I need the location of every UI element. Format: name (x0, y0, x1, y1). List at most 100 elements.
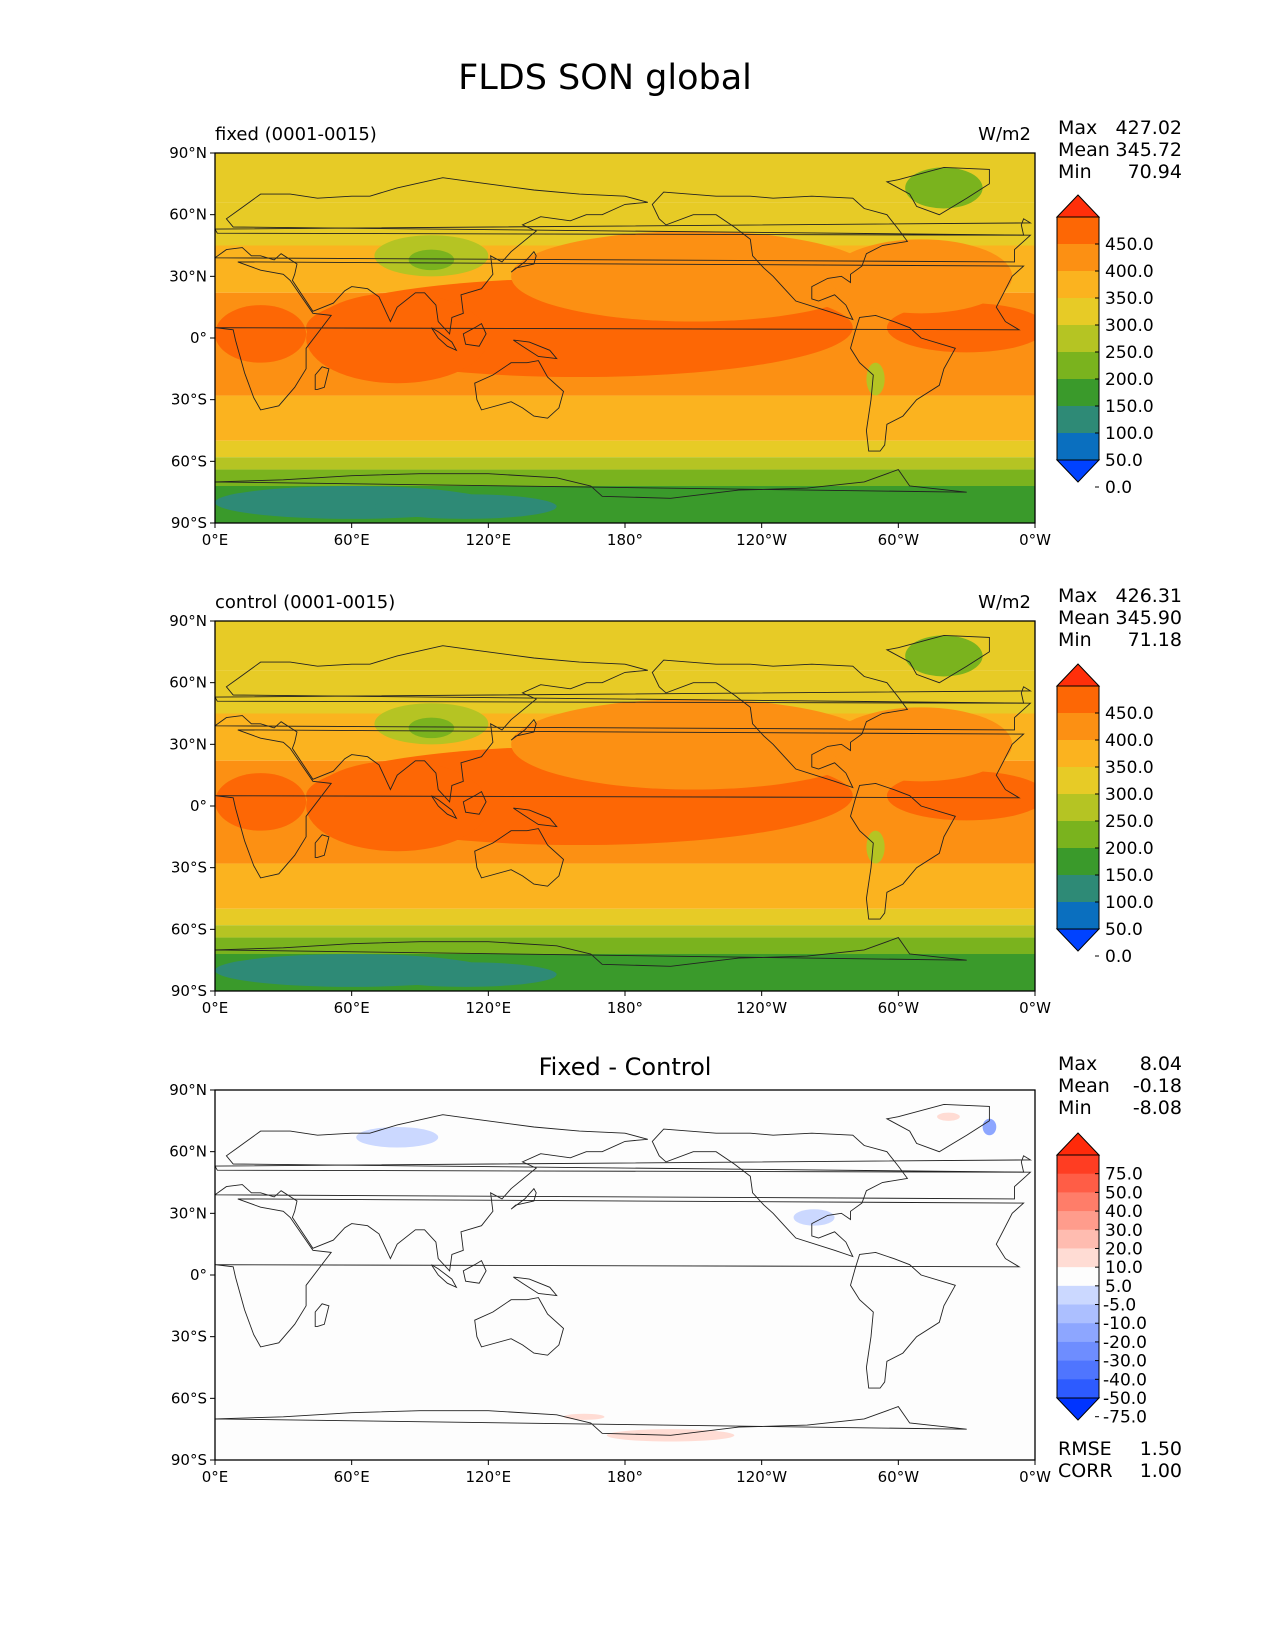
x-tick-label: 180° (607, 531, 643, 549)
coastline (431, 795, 458, 820)
coastline (474, 1297, 565, 1356)
figure-title: FLDS SON global (458, 58, 752, 98)
colorbar-label: -75.0 (1103, 1408, 1147, 1428)
colorbar-label: 250.0 (1105, 812, 1154, 832)
coastline (215, 645, 1032, 803)
stat-label-max: Max (1058, 1053, 1098, 1075)
x-tick-label: 0°W (1019, 1468, 1051, 1486)
x-tick-label: 180° (607, 1468, 643, 1486)
coastline (215, 261, 1025, 411)
colorbar-segment (1057, 821, 1099, 849)
y-tick-label: 0° (190, 1266, 207, 1284)
coastline (215, 218, 1032, 236)
colorbar-control: 450.0 400.0 350.0 300.0 250.0 200.0 150.0 100.0… (1055, 663, 1154, 967)
field-region (306, 292, 489, 384)
coastline (215, 729, 1025, 879)
colorbar-segment (1057, 1173, 1099, 1193)
colorbar-label: 150.0 (1105, 397, 1154, 417)
panel-control-min: 71.18 (1127, 629, 1182, 651)
coastline (215, 469, 967, 523)
colorbar-extend-max (1055, 663, 1101, 687)
colorbar-extend-max (1055, 194, 1101, 218)
colorbar-label: 200.0 (1105, 839, 1154, 859)
coastline (462, 790, 487, 815)
stat-label-max: Max (1058, 117, 1098, 139)
x-tick-label: 60°E (334, 999, 370, 1017)
coastline (215, 1406, 967, 1460)
field-region (830, 707, 1013, 782)
coastline (314, 1303, 330, 1327)
coastline (215, 1114, 1032, 1272)
x-tick-label: 60°W (878, 999, 920, 1017)
colorbar-segment (1057, 848, 1099, 876)
coastline (215, 1198, 1025, 1348)
coastline (215, 686, 1032, 704)
coastline (513, 807, 558, 828)
field-region (374, 962, 557, 987)
colorbar-segment (1057, 1379, 1099, 1399)
corr-label: CORR (1058, 1460, 1113, 1482)
panel-fixed-label: fixed (0001-0015) (215, 124, 377, 145)
colorbar-segment (1057, 686, 1099, 714)
y-tick-label: 90°N (169, 612, 207, 630)
colorbar-frame (1056, 216, 1100, 461)
colorbar-segment (1057, 713, 1099, 741)
colorbar-segment (1057, 740, 1099, 768)
colorbar-label: 300.0 (1105, 316, 1154, 336)
coastline (651, 1128, 909, 1258)
stat-label-mean: Mean (1058, 607, 1110, 629)
panel-diff-title: Fixed - Control (538, 1053, 712, 1081)
panel-fixed-units: W/m2 (978, 124, 1031, 145)
colorbar-segment (1057, 875, 1099, 903)
field-region (866, 362, 885, 396)
colorbar-label: -20.0 (1103, 1333, 1147, 1353)
colorbar-label: -30.0 (1103, 1352, 1147, 1372)
field-band (215, 440, 1035, 458)
coastline (510, 718, 537, 741)
coastline (431, 1264, 458, 1289)
colorbar-segment (1057, 406, 1099, 434)
corr-value: 1.00 (1139, 1460, 1182, 1482)
colorbar-segment (1057, 352, 1099, 380)
colorbar-label: -10.0 (1103, 1314, 1147, 1334)
y-tick-label: 60°S (171, 920, 207, 938)
coastline (474, 360, 565, 419)
field-region (905, 635, 983, 677)
coastline (513, 1276, 558, 1297)
x-tick-label: 120°W (736, 1468, 787, 1486)
coastline (215, 937, 967, 991)
panel-control-max: 426.31 (1115, 585, 1182, 607)
field-band (215, 457, 1035, 470)
coastline (215, 177, 1032, 335)
field-region (306, 760, 489, 852)
stat-label-min: Min (1058, 161, 1092, 183)
field-region (830, 239, 1013, 314)
field-band (215, 908, 1035, 926)
y-tick-label: 90°N (169, 144, 207, 162)
colorbar-label: 0.0 (1105, 478, 1132, 498)
field-region (215, 773, 307, 831)
y-tick-label: 60°N (169, 206, 207, 224)
panel-diff-max: 8.04 (1139, 1053, 1182, 1075)
field-region (886, 771, 1035, 821)
colorbar-label: 250.0 (1105, 343, 1154, 363)
field-band (215, 153, 1035, 203)
colorbar-label: 30.0 (1105, 1221, 1143, 1241)
panel-fixed-max: 427.02 (1115, 117, 1182, 139)
stat-label-mean: Mean (1058, 1075, 1110, 1097)
colorbar-extend-min (1055, 1397, 1101, 1421)
coastline (431, 327, 458, 352)
field-band (215, 925, 1035, 938)
map-panel-fixed: 0°E 60°E 120°E 180° 120°W 60°W 0°W 90°N 60°N 30°N… (169, 144, 1051, 549)
colorbar-fixed: 450.0 400.0 350.0 300.0 250.0 200.0 150.0 100.0… (1055, 194, 1154, 498)
colorbar-label: 0.0 (1105, 947, 1132, 967)
y-tick-label: 90°S (171, 982, 207, 1000)
colorbar-segment (1057, 271, 1099, 299)
colorbar-label: 50.0 (1105, 920, 1143, 940)
coastline (651, 191, 909, 321)
coastline (850, 314, 956, 452)
colorbar-segment (1057, 1229, 1099, 1249)
coastline (510, 250, 537, 273)
coastline (215, 1155, 1032, 1173)
